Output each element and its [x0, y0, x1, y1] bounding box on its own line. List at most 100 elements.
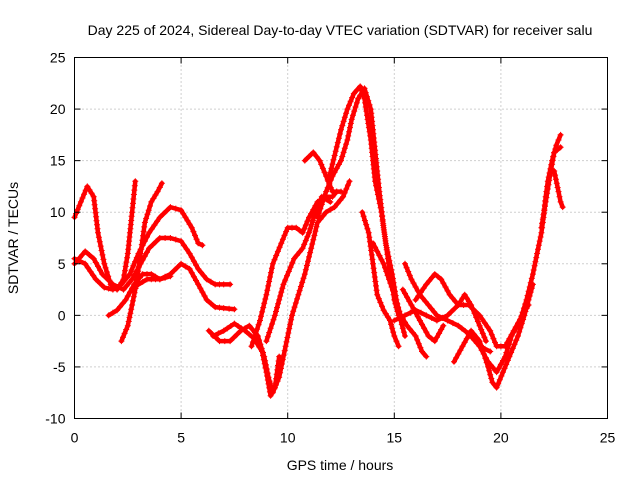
- data-point-marker: [425, 333, 432, 339]
- data-point-marker: [374, 248, 381, 255]
- data-point-marker: [294, 295, 301, 302]
- data-point-marker: [555, 137, 562, 143]
- data-point-marker: [115, 284, 122, 290]
- data-point-marker: [414, 336, 421, 343]
- data-point-marker: [400, 329, 407, 336]
- data-point-marker: [473, 314, 480, 321]
- series-trace-15: [370, 240, 430, 360]
- data-point-marker: [261, 300, 268, 307]
- data-point-marker: [553, 180, 560, 187]
- data-point-marker: [283, 338, 290, 345]
- data-point-marker: [156, 235, 163, 241]
- data-point-marker: [371, 274, 378, 280]
- data-point-marker: [399, 325, 406, 332]
- data-point-marker: [510, 329, 517, 336]
- data-point-marker: [551, 168, 558, 174]
- data-point-marker: [343, 141, 350, 148]
- data-point-marker: [412, 284, 419, 290]
- data-point-marker: [388, 266, 395, 273]
- data-point-marker: [302, 266, 309, 273]
- data-point-marker: [132, 178, 139, 185]
- data-point-marker: [121, 278, 128, 284]
- data-point-marker: [544, 190, 551, 197]
- data-point-marker: [254, 326, 261, 333]
- data-point-marker: [316, 210, 322, 217]
- data-point-marker: [124, 293, 131, 299]
- data-point-marker: [463, 335, 470, 342]
- data-point-marker: [380, 222, 387, 229]
- data-point-marker: [428, 314, 435, 321]
- data-point-marker: [180, 242, 187, 249]
- data-point-marker: [329, 193, 336, 200]
- data-point-marker: [92, 259, 99, 266]
- data-point-marker: [338, 126, 344, 133]
- data-point-marker: [488, 362, 494, 369]
- data-point-marker: [372, 178, 379, 185]
- data-point-marker: [109, 309, 116, 316]
- data-point-marker: [95, 229, 101, 236]
- data-point-marker: [373, 282, 379, 289]
- data-point-marker: [190, 228, 197, 235]
- data-point-marker: [199, 242, 206, 249]
- data-point-marker: [282, 277, 289, 284]
- data-point-marker: [184, 217, 191, 224]
- data-point-marker: [418, 289, 424, 296]
- data-point-marker: [490, 335, 497, 342]
- data-point-marker: [327, 169, 334, 176]
- data-point-marker: [431, 308, 438, 315]
- data-point-marker: [325, 178, 332, 185]
- data-point-marker: [144, 249, 150, 256]
- data-point-marker: [154, 218, 161, 225]
- data-point-marker: [396, 314, 403, 321]
- data-point-marker: [349, 94, 356, 101]
- data-point-marker: [346, 178, 353, 185]
- series-trace-19: [391, 291, 489, 345]
- data-point-marker: [462, 328, 469, 335]
- data-point-marker: [382, 240, 389, 247]
- data-point-marker: [306, 253, 312, 260]
- data-point-marker: [135, 281, 142, 288]
- data-point-marker: [171, 267, 177, 274]
- data-point-marker: [137, 250, 144, 257]
- data-point-marker: [97, 243, 104, 250]
- data-point-marker: [365, 124, 372, 131]
- data-point-marker: [465, 298, 472, 305]
- data-point-marker: [455, 322, 462, 329]
- data-point-marker: [207, 300, 214, 307]
- data-point-marker: [326, 174, 333, 180]
- data-point-marker: [402, 312, 408, 319]
- data-point-marker: [193, 277, 199, 284]
- data-point-marker: [552, 172, 559, 179]
- data-point-marker: [251, 334, 258, 341]
- data-point-marker: [449, 295, 456, 302]
- data-point-marker: [361, 217, 368, 224]
- data-point-marker: [76, 254, 83, 261]
- data-point-marker: [408, 302, 415, 308]
- data-point-marker: [273, 308, 279, 315]
- data-point-marker: [528, 275, 535, 282]
- data-point-marker: [226, 305, 233, 312]
- data-point-marker: [183, 246, 190, 253]
- data-point-marker: [362, 99, 369, 106]
- y-tick-label: 10: [50, 204, 66, 220]
- data-point-marker: [137, 254, 143, 261]
- data-point-marker: [300, 275, 307, 282]
- data-point-marker: [259, 308, 266, 315]
- series-trace-17: [399, 286, 447, 345]
- data-point-marker: [361, 95, 368, 102]
- x-tick-label: 0: [71, 430, 79, 446]
- data-point-marker: [362, 104, 369, 110]
- data-point-marker: [281, 347, 288, 354]
- data-point-marker: [478, 326, 485, 333]
- data-point-marker: [416, 317, 423, 324]
- data-point-marker: [114, 307, 121, 314]
- data-point-marker: [106, 278, 113, 284]
- data-point-marker: [311, 232, 318, 239]
- data-point-marker: [123, 283, 130, 290]
- data-point-marker: [433, 312, 440, 319]
- data-point-marker: [309, 241, 316, 247]
- data-point-marker: [515, 321, 521, 328]
- data-point-marker: [479, 330, 486, 337]
- data-point-marker: [370, 260, 376, 267]
- data-point-marker: [557, 198, 564, 205]
